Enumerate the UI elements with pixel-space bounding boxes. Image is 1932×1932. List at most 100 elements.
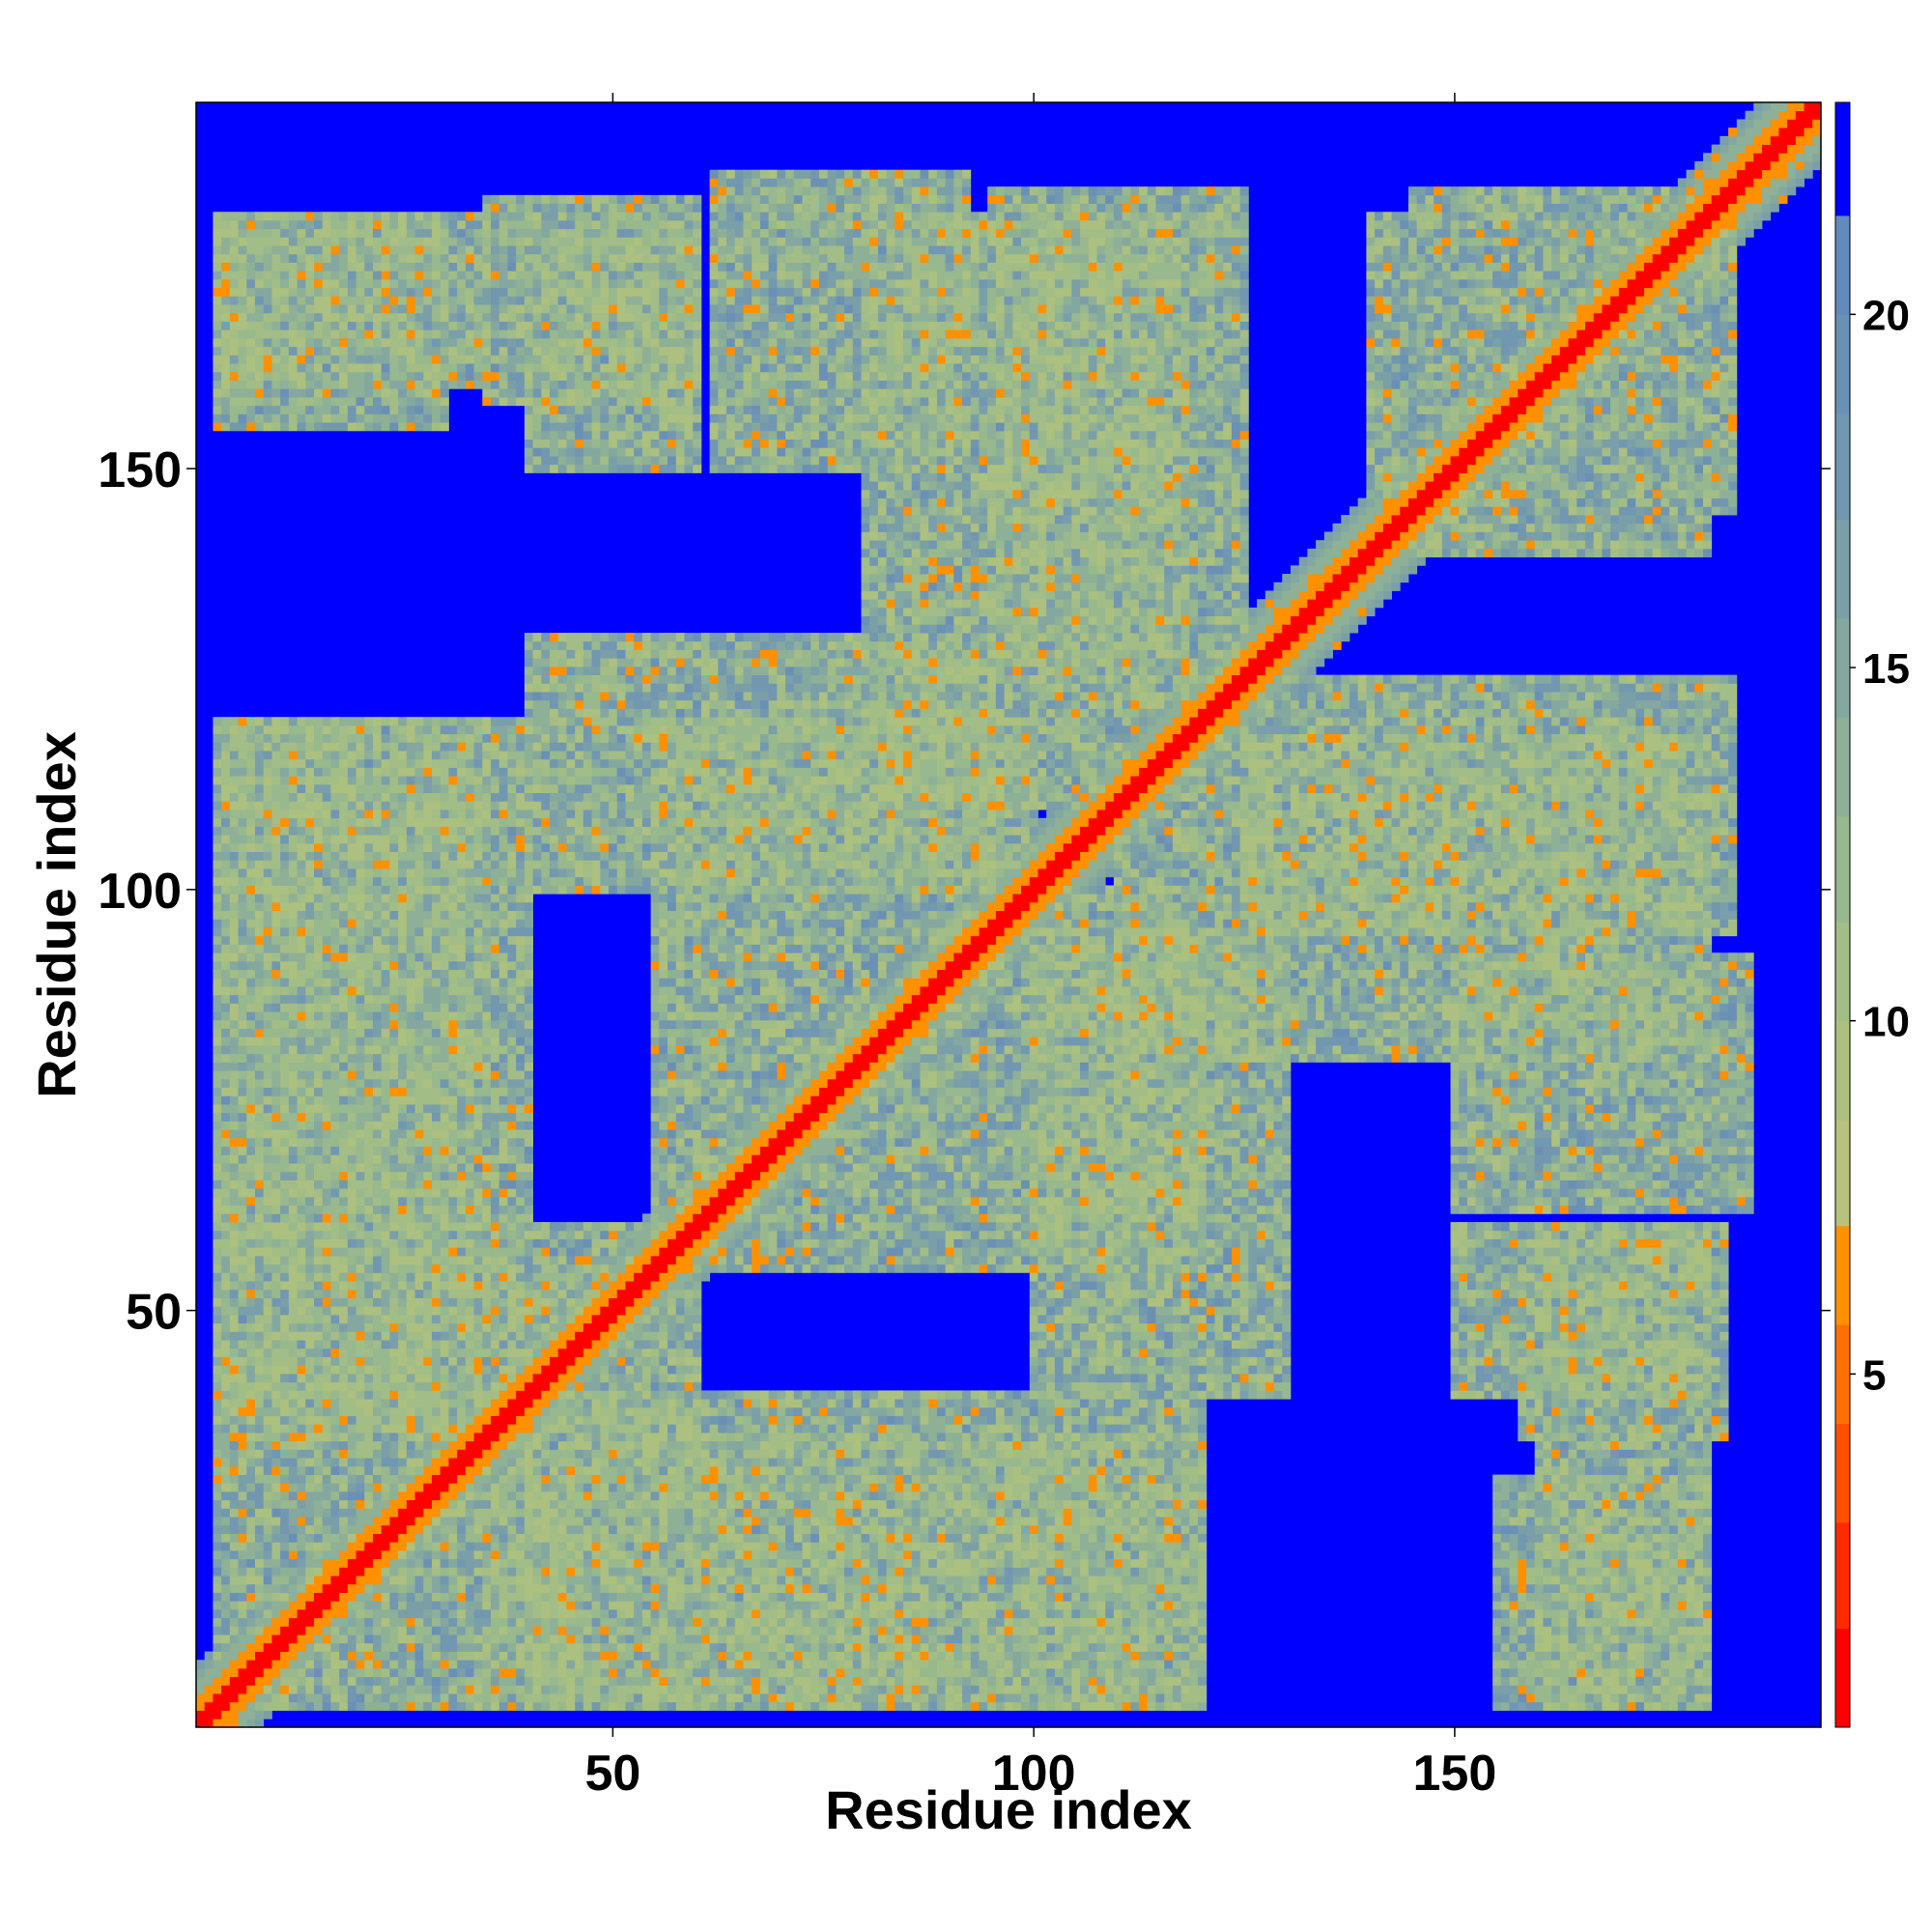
heatmap-cell xyxy=(213,405,222,414)
heatmap-cell xyxy=(414,220,424,230)
heatmap-cell xyxy=(414,287,424,297)
heatmap-cell xyxy=(288,978,298,987)
heatmap-cell xyxy=(288,960,298,971)
heatmap-cell xyxy=(465,253,474,263)
heatmap-cell xyxy=(364,270,374,280)
heatmap-cell xyxy=(440,851,449,861)
heatmap-cell xyxy=(238,1121,247,1130)
heatmap-cell xyxy=(288,1390,298,1400)
heatmap-cell xyxy=(432,1028,441,1037)
heatmap-cell xyxy=(491,220,500,230)
heatmap-cell xyxy=(288,1365,298,1375)
heatmap-cell xyxy=(238,1458,247,1467)
heatmap-cell xyxy=(271,935,281,945)
heatmap-cell xyxy=(271,1365,281,1375)
heatmap-cell xyxy=(406,380,415,389)
heatmap-cell xyxy=(491,312,500,322)
heatmap-cell xyxy=(389,751,399,760)
heatmap-cell xyxy=(457,1406,467,1416)
heatmap-cell xyxy=(457,860,467,869)
heatmap-cell xyxy=(246,1289,256,1298)
heatmap-cell xyxy=(347,1003,356,1012)
heatmap-cell xyxy=(423,952,433,962)
heatmap-cell xyxy=(322,927,331,937)
heatmap-cell xyxy=(498,1037,508,1046)
heatmap-cell xyxy=(457,1399,467,1408)
heatmap-cell xyxy=(389,1608,399,1619)
heatmap-cell xyxy=(406,1146,415,1155)
heatmap-cell xyxy=(213,758,222,768)
heatmap-cell xyxy=(339,1558,349,1568)
heatmap-cell xyxy=(440,969,449,979)
heatmap-cell xyxy=(440,919,449,928)
heatmap-cell xyxy=(364,1137,374,1148)
heatmap-cell xyxy=(482,978,492,987)
heatmap-cell xyxy=(423,1238,433,1248)
heatmap-cell xyxy=(440,1340,449,1350)
heatmap-cell xyxy=(288,1542,298,1551)
heatmap-cell xyxy=(314,346,324,355)
heatmap-cell xyxy=(432,304,441,314)
heatmap-cell xyxy=(238,758,247,768)
heatmap-cell xyxy=(482,1289,492,1298)
heatmap-cell xyxy=(389,1255,399,1265)
heatmap-cell xyxy=(457,1626,467,1635)
heatmap-cell xyxy=(498,1222,508,1232)
heatmap-cell xyxy=(339,717,349,726)
heatmap-cell xyxy=(314,960,324,971)
heatmap-cell xyxy=(406,1651,415,1661)
heatmap-cell xyxy=(263,885,272,895)
heatmap-cell xyxy=(347,894,356,903)
heatmap-cell xyxy=(280,817,290,827)
heatmap-cell xyxy=(305,1458,315,1467)
heatmap-cell xyxy=(314,1667,324,1678)
heatmap-cell xyxy=(364,1365,374,1375)
heatmap-cell xyxy=(373,1576,383,1585)
heatmap-cell xyxy=(255,1440,265,1450)
heatmap-cell xyxy=(305,901,315,912)
heatmap-cell xyxy=(305,1449,315,1459)
heatmap-cell xyxy=(288,767,298,777)
heatmap-cell xyxy=(246,1121,256,1130)
heatmap-cell xyxy=(381,1390,390,1400)
heatmap-cell xyxy=(398,1499,408,1509)
heatmap-cell xyxy=(255,1533,265,1543)
heatmap-cell xyxy=(389,817,399,827)
heatmap-cell xyxy=(238,270,247,280)
heatmap-cell xyxy=(491,1626,500,1635)
heatmap-cell xyxy=(339,724,349,735)
heatmap-cell xyxy=(297,355,306,364)
heatmap-cell xyxy=(423,371,433,381)
heatmap-cell xyxy=(491,919,500,928)
heatmap-cell xyxy=(246,1465,256,1475)
heatmap-cell xyxy=(339,1390,349,1400)
heatmap-cell xyxy=(347,1019,356,1030)
heatmap-cell xyxy=(448,1491,458,1501)
heatmap-cell xyxy=(381,876,390,886)
heatmap-cell xyxy=(305,1247,315,1257)
heatmap-cell xyxy=(389,287,399,297)
heatmap-cell xyxy=(381,826,390,836)
heatmap-cell xyxy=(364,969,374,979)
heatmap-cell xyxy=(229,826,239,836)
heatmap-cell xyxy=(305,329,315,339)
heatmap-cell xyxy=(280,868,290,878)
heatmap-cell xyxy=(491,801,500,810)
heatmap-cell xyxy=(255,1524,265,1534)
heatmap-cell xyxy=(271,1348,281,1357)
heatmap-cell xyxy=(288,1238,298,1248)
heatmap-cell xyxy=(221,245,231,255)
heatmap-cell xyxy=(432,1634,441,1644)
heatmap-cell xyxy=(314,742,324,752)
heatmap-cell xyxy=(314,1465,324,1475)
heatmap-cell xyxy=(473,1642,483,1652)
heatmap-cell xyxy=(322,1432,331,1442)
heatmap-cell xyxy=(355,1567,365,1577)
heatmap-cell xyxy=(238,927,247,937)
heatmap-cell xyxy=(246,1247,256,1257)
heatmap-cell xyxy=(330,1019,340,1030)
heatmap-cell xyxy=(238,1129,247,1139)
heatmap-cell xyxy=(440,380,449,389)
heatmap-cell xyxy=(381,927,390,937)
heatmap-cell xyxy=(473,1205,483,1214)
